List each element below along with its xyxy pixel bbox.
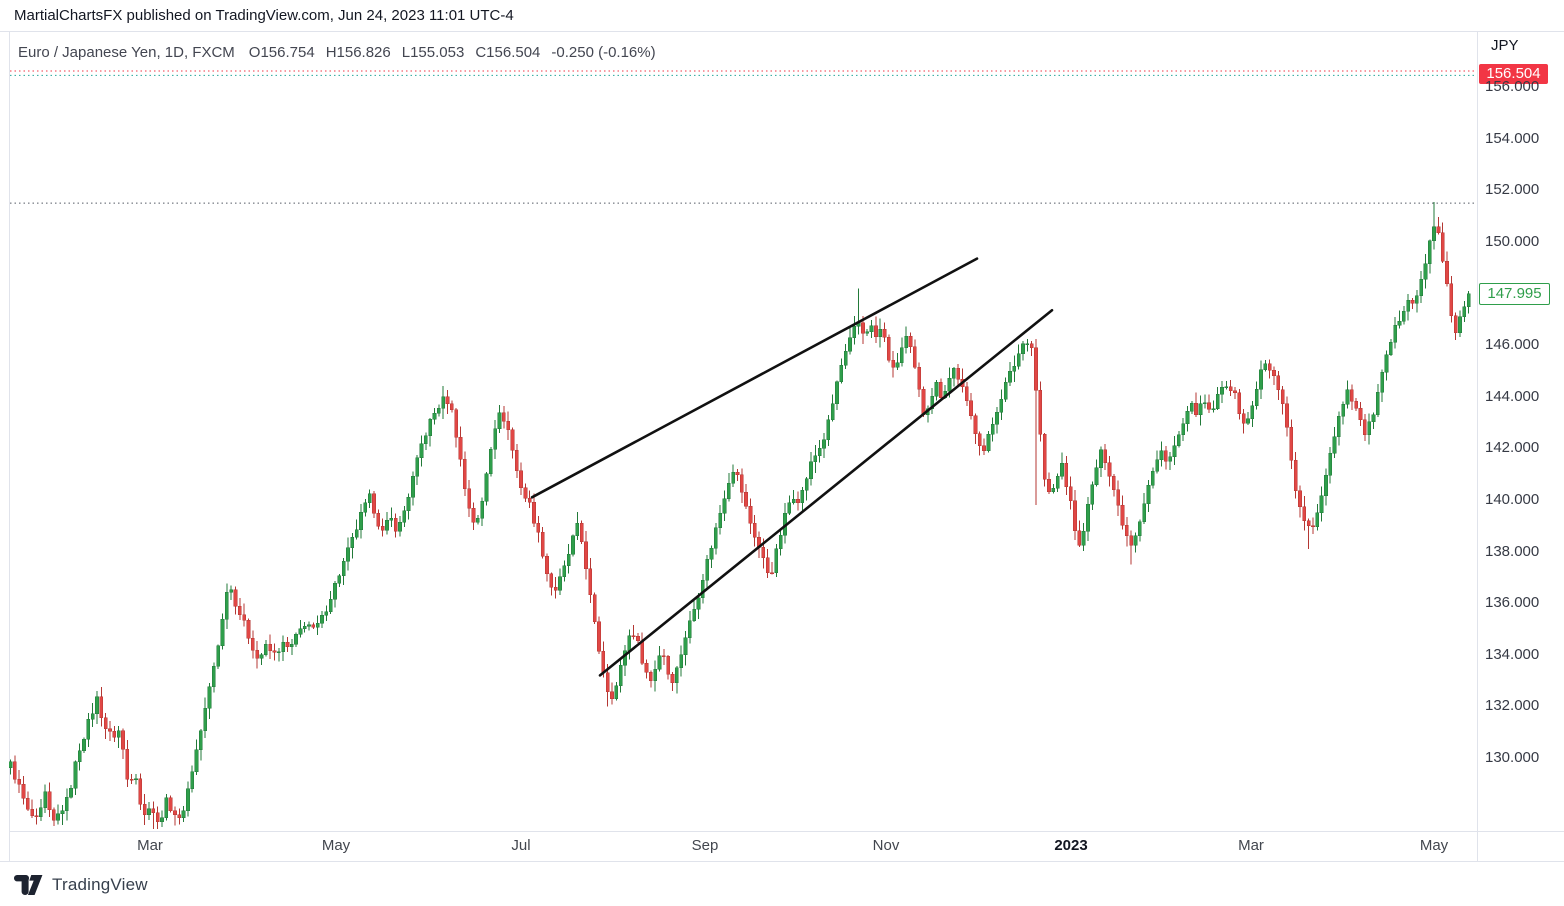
tradingview-logo-text: TradingView <box>52 875 148 894</box>
price-scale-separator <box>1477 31 1478 861</box>
time-axis-label: Jul <box>511 837 531 854</box>
candlestick-chart-canvas[interactable] <box>9 31 1477 831</box>
tradingview-logo-icon <box>14 875 43 895</box>
price-scale-currency-label: JPY <box>1491 37 1519 54</box>
price-tick-label: 132.000 <box>1485 697 1540 715</box>
time-axis-label: Sep <box>691 837 719 854</box>
publish-close-badge-value: 147.995 <box>1487 285 1542 303</box>
ohlc-high: H156.826 <box>325 44 391 61</box>
price-tick-label: 154.000 <box>1485 129 1540 147</box>
chart-legend: Euro / Japanese Yen, 1D, FXCM O156.754 H… <box>18 44 667 61</box>
price-tick-label: 140.000 <box>1485 490 1540 508</box>
symbol-title: Euro / Japanese Yen, 1D, FXCM <box>18 44 235 61</box>
last-price-badge: 156.504 <box>1479 63 1548 84</box>
trendline[interactable] <box>530 257 979 499</box>
price-tick-label: 142.000 <box>1485 439 1540 457</box>
time-axis-label: Mar <box>137 837 163 854</box>
attribution-bar: MartialChartsFX published on TradingView… <box>14 0 514 31</box>
time-axis-label: May <box>321 837 351 854</box>
price-tick-label: 134.000 <box>1485 645 1540 663</box>
last-price-badge-value: 156.504 <box>1486 65 1541 83</box>
chart-top-border <box>0 31 1564 32</box>
ohlc-change: -0.250 (-0.16%) <box>551 44 656 61</box>
time-axis-label: May <box>1419 837 1449 854</box>
price-tick-label: 156.000 <box>1485 78 1540 95</box>
publish-close-badge: 147.995 <box>1479 282 1550 305</box>
time-scale[interactable]: Mar May Jul Sep Nov 2023 Mar May <box>9 831 1477 861</box>
price-tick-label: 146.000 <box>1485 336 1540 354</box>
attribution-text: MartialChartsFX published on TradingView… <box>14 7 514 24</box>
footer-bar: TradingView <box>14 872 148 898</box>
ohlc-open: O156.754 <box>248 44 315 61</box>
price-tick-label: 138.000 <box>1485 542 1540 560</box>
time-axis-label: Nov <box>872 837 900 854</box>
price-tick-label: 144.000 <box>1485 387 1540 405</box>
price-scale[interactable]: JPY 156.504 147.995 156.000 154.000 152.00… <box>1477 31 1564 831</box>
price-tick-label: 136.000 <box>1485 594 1540 612</box>
price-tick-label: 152.000 <box>1485 181 1540 199</box>
price-tick-label: 150.000 <box>1485 232 1540 250</box>
candlestick-series <box>9 201 1471 830</box>
time-axis-label: Mar <box>1238 837 1264 854</box>
time-axis-label: 2023 <box>1054 837 1088 854</box>
time-axis-separator <box>9 831 1564 832</box>
tradingview-logo[interactable]: TradingView <box>14 875 148 895</box>
price-tick-label: 130.000 <box>1485 748 1540 766</box>
ohlc-low: L155.053 <box>401 44 465 61</box>
plot-left-border <box>9 31 10 861</box>
chart-bottom-border <box>0 861 1564 862</box>
ohlc-close: C156.504 <box>475 44 541 61</box>
trendline[interactable] <box>598 308 1054 677</box>
